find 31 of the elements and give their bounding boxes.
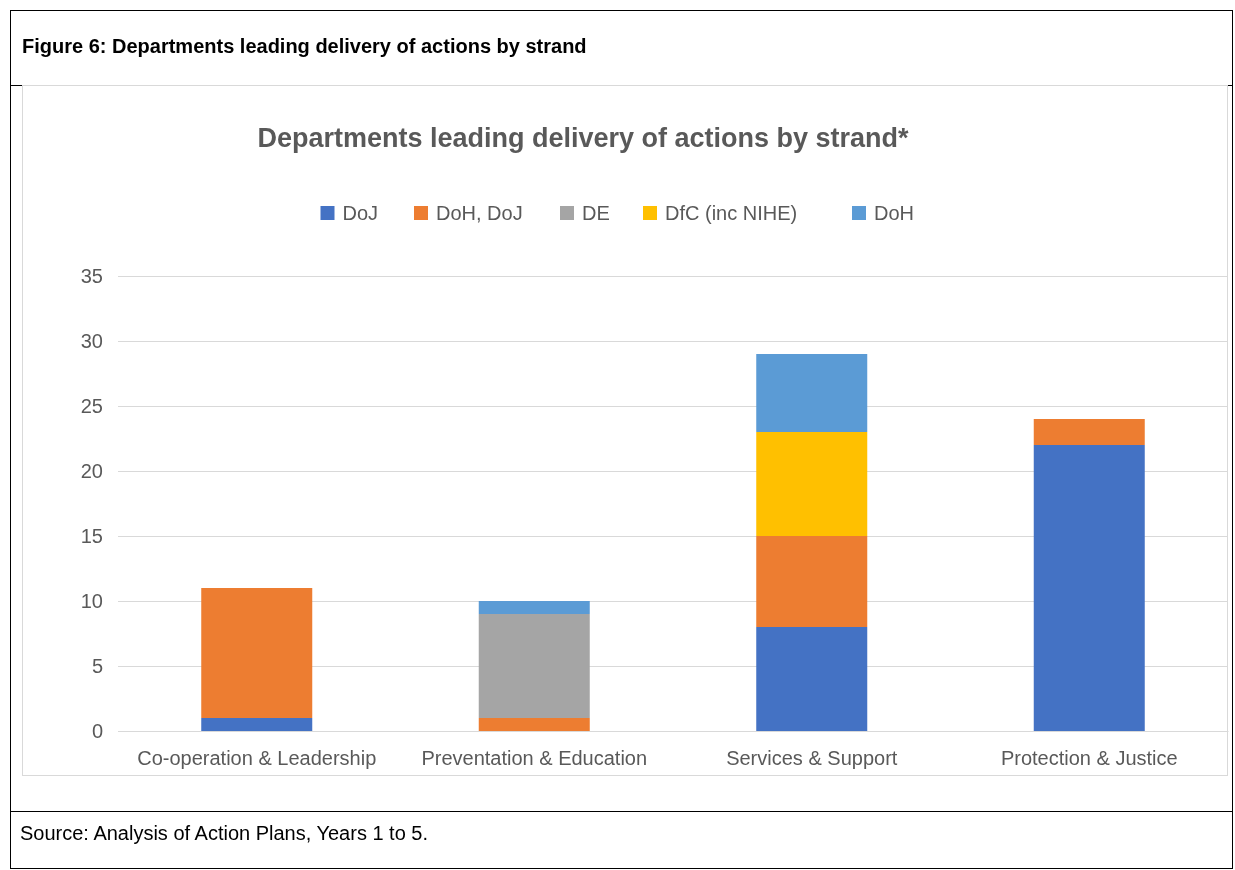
legend-label: DoH [874,202,915,224]
bar [1033,419,1145,445]
legend-label: DE [582,202,610,224]
bar [201,588,313,718]
bar [478,614,590,718]
bar [478,718,590,731]
bar [756,432,868,536]
caption: Figure 6: Departments leading delivery of actions by strand [22,35,587,57]
bar [756,354,868,432]
bar [478,601,590,614]
y-tick-label: 0 [91,719,103,742]
bar [1033,445,1145,731]
x-tick-label: Protection & Justice [1000,747,1178,770]
y-tick-label: 15 [80,524,103,547]
bar [201,718,313,731]
legend-label: DoJ [342,202,379,224]
bar [756,627,868,731]
source-note: Source: Analysis of Action Plans, Years 1 to 5. [20,822,429,844]
y-tick-label: 5 [91,654,103,677]
y-tick-label: 25 [80,394,103,417]
legend-label: DoH, DoJ [436,202,523,224]
y-tick-label: 35 [80,264,103,287]
y-tick-label: 10 [80,589,103,612]
x-tick-label: Services & Support [726,747,898,770]
bar [756,536,868,627]
y-tick-label: 20 [80,459,103,482]
legend-label: DfC (inc NIHE) [665,202,798,224]
x-tick-label: Co-operation & Leadership [137,747,377,770]
x-tick-label: Preventation & Education [421,747,648,770]
chart-title: Departments leading delivery of actions by strand* [257,123,910,153]
y-tick-label: 30 [80,329,103,352]
